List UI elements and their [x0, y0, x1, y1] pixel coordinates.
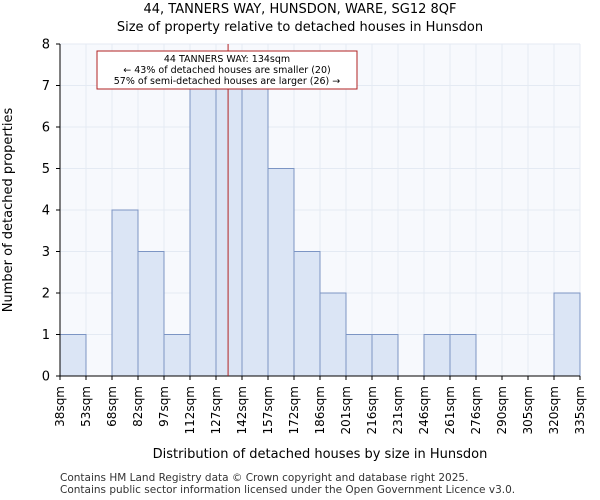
x-tick-label: 112sqm	[183, 386, 197, 434]
histogram-bar	[241, 85, 269, 377]
x-axis-label: Distribution of detached houses by size …	[153, 447, 488, 462]
x-tick-label: 82sqm	[131, 386, 145, 427]
y-tick-label: 6	[42, 121, 50, 136]
histogram-bar	[267, 168, 295, 377]
x-tick-label: 142sqm	[235, 386, 249, 434]
histogram-bar	[345, 334, 373, 377]
histogram-bar	[163, 334, 191, 377]
x-tick-label: 201sqm	[339, 386, 353, 434]
annotation-line-1: 44 TANNERS WAY: 134sqm	[164, 54, 290, 65]
x-tick-label: 335sqm	[573, 386, 587, 434]
chart-subtitle: Size of property relative to detached ho…	[116, 20, 484, 35]
annotation-box: 44 TANNERS WAY: 134sqm ← 43% of detached…	[96, 50, 358, 90]
x-tick-label: 290sqm	[495, 386, 509, 434]
histogram-bar	[111, 209, 139, 377]
y-tick-label: 4	[42, 204, 50, 219]
histogram-bar	[189, 85, 217, 377]
histogram-bar	[293, 251, 321, 377]
x-tick-label: 53sqm	[79, 386, 93, 427]
histogram-bar	[449, 334, 477, 377]
histogram-bar	[371, 334, 399, 377]
y-axis-label: Number of detached properties	[1, 108, 16, 313]
footer-line-2: Contains public sector information licen…	[60, 484, 516, 496]
x-tick-label: 97sqm	[157, 386, 171, 427]
x-tick-label: 246sqm	[417, 386, 431, 434]
x-tick-label: 261sqm	[443, 386, 457, 434]
x-tick-label: 216sqm	[365, 386, 379, 434]
x-tick-label: 157sqm	[261, 386, 275, 434]
x-tick-label: 127sqm	[209, 386, 223, 434]
x-tick-label: 305sqm	[521, 386, 535, 434]
footer-line-1: Contains HM Land Registry data © Crown c…	[60, 472, 469, 484]
x-tick-label: 186sqm	[313, 386, 327, 434]
x-tick-label: 276sqm	[469, 386, 483, 434]
y-tick-label: 2	[42, 287, 50, 302]
x-tick-label: 231sqm	[391, 386, 405, 434]
y-tick-label: 7	[42, 79, 50, 94]
y-tick-label: 8	[42, 38, 50, 53]
y-tick-label: 1	[42, 328, 50, 343]
x-tick-label: 320sqm	[547, 386, 561, 434]
histogram-bar	[59, 334, 87, 377]
histogram-bar	[319, 292, 347, 377]
histogram-bar	[423, 334, 451, 377]
histogram-bar	[215, 85, 243, 377]
annotation-line-2: ← 43% of detached houses are smaller (20…	[123, 65, 330, 76]
histogram-bar	[553, 292, 581, 377]
y-tick-label: 0	[42, 370, 50, 385]
annotation-line-3: 57% of semi-detached houses are larger (…	[114, 76, 341, 87]
x-tick-label: 68sqm	[105, 386, 119, 427]
histogram-bar	[137, 251, 165, 377]
x-tick-label: 172sqm	[287, 386, 301, 434]
x-tick-label: 38sqm	[53, 386, 67, 427]
chart-title: 44, TANNERS WAY, HUNSDON, WARE, SG12 8QF	[143, 2, 457, 17]
y-tick-label: 5	[42, 162, 50, 177]
y-tick-label: 3	[42, 245, 50, 260]
